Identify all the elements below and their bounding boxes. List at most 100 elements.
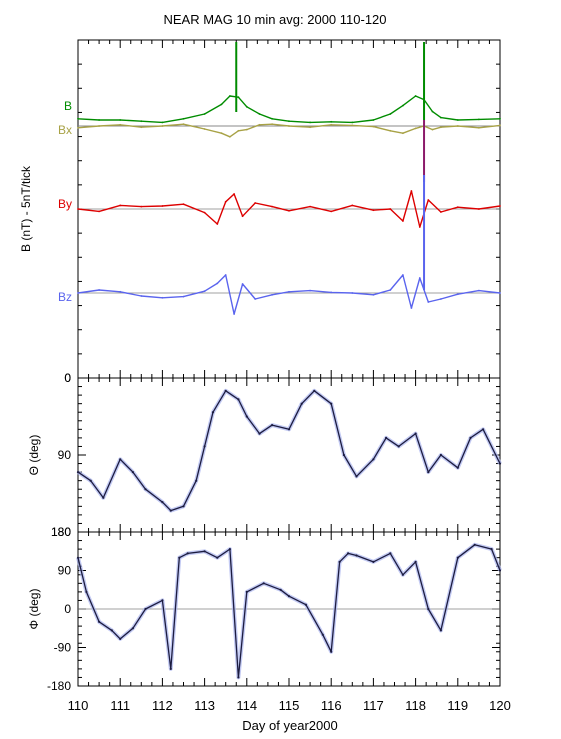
data-point-by [402,220,404,222]
theta-panel-data-point [498,462,502,465]
data-point-bx [431,128,434,131]
x-tick-label: 120 [489,698,511,713]
data-point-b [309,121,311,124]
x-tick-label: 118 [405,698,426,713]
data-point-by [389,208,392,210]
data-point-bz [427,301,430,303]
data-point-bz [410,307,413,309]
data-point-b [77,117,79,120]
data-point-by [233,193,236,195]
data-point-b [351,121,354,124]
b-panel-y-tick-label: 0 [64,371,71,385]
data-point-bx [203,128,206,130]
phi-panel-envelope [76,542,502,680]
data-point-bx [309,126,311,129]
phi-panel-y-label: Φ (deg) [27,589,41,630]
data-point-bz [456,293,459,296]
data-point-by [161,205,164,207]
theta-panel-data-point [300,402,303,405]
data-point-bx [478,126,480,129]
data-point-b [140,120,143,123]
phi-panel-data-point [287,595,291,598]
data-point-bx [77,126,79,129]
phi-panel-data-point [389,552,392,555]
data-point-b [161,121,164,124]
data-point-b [499,117,501,120]
data-point-bz [77,292,79,294]
phi-panel-data-point [228,548,231,551]
data-point-b [456,119,459,121]
data-point-bz [478,289,480,292]
theta-panel-data-point [482,428,485,431]
phi-panel-data-point [490,548,493,551]
theta-panel-data-point [385,436,388,439]
phi-panel-data-point [131,627,134,630]
phi-panel-y-tick-label: -90 [54,641,72,655]
phi-panel-data-point [216,556,219,559]
data-point-by [288,209,290,212]
phi-panel-data-point [237,676,240,679]
phi-panel-data-point [347,552,350,555]
phi-panel-data-point [355,554,358,557]
series-line-bz [77,274,501,315]
phi-panel-data-point [279,588,282,591]
theta-panel-y-label: Θ (deg) [27,435,41,476]
series-label-bx: Bx [58,123,72,137]
data-point-bx [414,127,417,130]
data-point-bx [288,125,290,127]
b-panel-y-label: B (nT) - 5nT/tick [19,165,33,252]
data-point-bz [140,295,143,297]
phi-panel: Φ (deg) 180 90 0 -90 -180 [27,525,502,693]
b-panel: B (nT) - 5nT/tick 0 B Bx By Bz [19,39,501,385]
data-point-bx [389,129,392,132]
theta-panel-data-point [245,415,248,418]
data-point-b [182,117,185,120]
theta-panel-data-point [169,509,172,512]
data-point-bx [402,132,404,135]
theta-panel-data-point [342,453,345,457]
data-point-by [98,210,100,213]
series-line-b [77,95,501,124]
data-point-bz [288,290,290,293]
phi-panel-data-point [321,633,324,636]
data-point-by [140,205,143,208]
phi-panel-data-point [414,560,417,564]
data-point-bz [351,292,354,294]
data-point-bx [237,129,240,132]
theta-panel-y-tick-label: 90 [58,448,72,462]
phi-panel-data-point [473,543,476,546]
theta-panel-data-point [89,479,92,482]
phi-panel-y-tick-label: 0 [64,602,71,616]
x-tick-label: 110 [68,698,89,713]
data-point-b [203,113,206,115]
theta-panel-data-point [76,471,80,474]
theta-panel-data-point [313,389,316,392]
x-tick-label: 111 [110,698,130,713]
data-point-b [389,113,392,115]
data-point-bz [372,293,375,296]
data-point-bz [254,298,257,300]
theta-panel-data-point [258,432,261,435]
theta-panel-y-tick-label: 0 [64,371,71,385]
phi-panel-data-point [304,603,307,606]
data-point-bz [271,293,273,296]
phi-panel-y-tick-label: 90 [58,564,72,578]
theta-panel-data-point [414,432,417,435]
theta-panel-data-point [195,479,198,482]
x-axis-ticks: 110 111 112 113 114 115 116 117 118 119 120 [68,698,511,713]
data-point-bx [220,132,223,135]
data-point-by [182,203,185,206]
data-point-b [229,95,231,97]
data-point-bx [271,123,273,126]
x-tick-label: 116 [321,698,342,713]
data-point-b [402,104,404,107]
data-point-bz [330,291,333,294]
data-point-b [431,110,434,113]
data-point-b [258,113,261,115]
data-point-bx [140,126,143,129]
theta-panel-data-point [119,458,122,461]
phi-panel-data-point [76,556,80,559]
phi-panel-data-point [330,650,333,653]
data-point-bz [203,290,206,293]
